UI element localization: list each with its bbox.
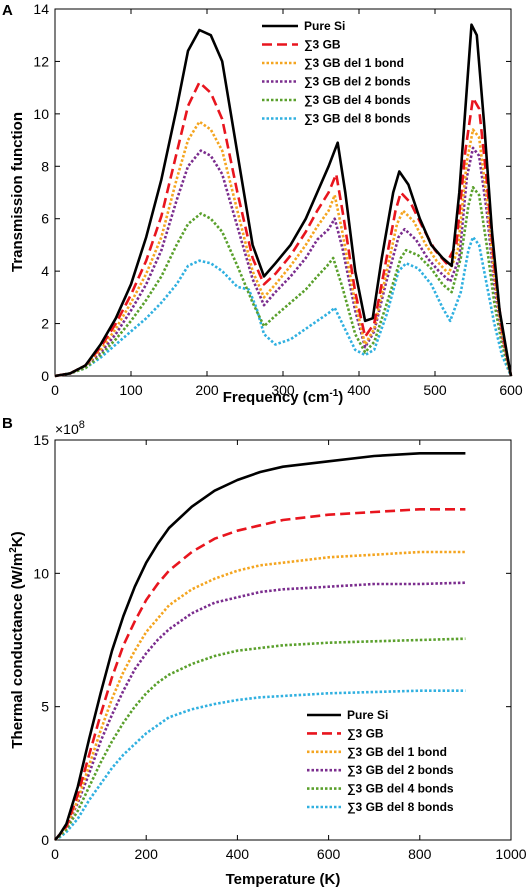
panel-b-y-axis-label-main: Thermal conductance (W/m (9, 553, 26, 749)
series-line-3-gb-del-2-bonds (54, 146, 513, 378)
panel-b-ticks: 0 200 400 600 800 1000 0 5 10 15 (33, 432, 526, 862)
legend-box (301, 706, 501, 816)
x-tick-label: 200 (135, 846, 159, 862)
panel-a-letter: A (2, 2, 13, 19)
y-tick-label: 4 (41, 263, 49, 279)
x-tick-label: 800 (408, 846, 432, 862)
legend-entry: Pure Si (347, 708, 388, 722)
panel-b-y-axis-label: Thermal conductance (W/m2K) (8, 531, 26, 748)
panel-a-y-axis-label: Transmission function (9, 112, 26, 272)
x-tick-label: 200 (195, 382, 219, 398)
x-tick-label: 300 (271, 382, 295, 398)
series-line-pure-si (54, 452, 466, 841)
series-line-3-gb-del-8-bonds (54, 689, 466, 842)
legend-entry: ∑3 GB del 4 bonds (347, 782, 454, 796)
panel-a-legend: Pure Si ∑3 GB ∑3 GB del 1 bond ∑3 GB del 2 … (256, 17, 452, 127)
legend-entry: ∑3 GB del 2 bonds (347, 763, 454, 777)
series-line-3-gb-del-4-bonds (54, 637, 466, 841)
series-line-3-gb (54, 81, 513, 378)
x-tick-label: 0 (51, 382, 59, 398)
x-tick-label: 500 (423, 382, 447, 398)
panel-a-x-axis-label: Frequency (cm-1) (223, 388, 344, 406)
y-tick-label: 10 (33, 106, 49, 122)
legend-entry: ∑3 GB (347, 726, 384, 740)
y-tick-label: 2 (41, 316, 49, 332)
panel-b-exponent-power: 8 (79, 419, 85, 431)
x-tick-label: 600 (499, 382, 523, 398)
panel-b-letter: B (2, 415, 13, 432)
legend-entry: ∑3 GB del 1 bond (304, 56, 404, 70)
y-tick-label: 0 (41, 368, 49, 384)
x-tick-label: 400 (226, 846, 250, 862)
y-tick-label: 14 (33, 1, 49, 17)
series-line-pure-si (54, 23, 513, 378)
series-line-3-gb-del-8-bonds (54, 235, 513, 378)
x-tick-label: 600 (317, 846, 341, 862)
y-tick-label: 12 (33, 53, 49, 69)
x-tick-label: 0 (51, 846, 59, 862)
panel-b-legend: Pure Si ∑3 GB ∑3 GB del 1 bond ∑3 GB del 2 … (301, 706, 501, 816)
panel-b-y-axis-label-end: K) (9, 531, 26, 547)
legend-box (256, 17, 452, 127)
panel-b-conductance-chart: B ×108 0 200 400 600 800 1000 0 5 10 15 Pure Si ∑3… (2, 415, 527, 888)
legend-entry: ∑3 GB del 8 bonds (347, 800, 454, 814)
legend-entry: ∑3 GB del 2 bonds (304, 75, 411, 89)
legend-entry: ∑3 GB del 4 bonds (304, 93, 411, 107)
legend-entry: ∑3 GB del 1 bond (347, 745, 447, 759)
panel-b-series (54, 452, 466, 842)
panel-a-x-axis-label-end: ) (338, 389, 343, 406)
panel-a-x-axis-label-main: Frequency (cm (223, 389, 330, 406)
y-tick-label: 5 (41, 699, 49, 715)
legend-entry: Pure Si (304, 19, 345, 33)
panel-a-series (54, 23, 513, 378)
y-tick-label: 10 (33, 565, 49, 581)
x-tick-label: 100 (119, 382, 143, 398)
panel-a-x-axis-label-sup: -1 (329, 388, 338, 399)
y-tick-label: 15 (33, 432, 49, 448)
series-line-3-gb-del-1-bond (54, 120, 513, 378)
y-tick-label: 0 (41, 832, 49, 848)
series-line-3-gb-del-1-bond (54, 550, 466, 841)
panel-b-x-axis-label: Temperature (K) (226, 871, 341, 888)
series-line-3-gb-del-2-bonds (54, 581, 466, 841)
panel-b-y-axis-label-sup: 2 (8, 547, 19, 553)
y-tick-label: 6 (41, 211, 49, 227)
legend-entry: ∑3 GB del 8 bonds (304, 112, 411, 126)
panel-b-exponent: ×108 (55, 419, 85, 437)
x-tick-label: 1000 (495, 846, 526, 862)
panel-a-transmission-chart: A 0 100 200 300 400 500 600 0 2 4 6 8 10 12 14 Pure Si… (2, 1, 523, 406)
panel-a-ticks: 0 100 200 300 400 500 600 0 2 4 6 8 10 12 14 (33, 1, 522, 398)
x-tick-label: 400 (347, 382, 371, 398)
y-tick-label: 8 (41, 158, 49, 174)
panel-b-exponent-base: ×10 (55, 421, 79, 437)
series-line-3-gb-del-4-bonds (54, 186, 513, 378)
series-line-3-gb (54, 508, 466, 841)
legend-entry: ∑3 GB (304, 38, 341, 52)
